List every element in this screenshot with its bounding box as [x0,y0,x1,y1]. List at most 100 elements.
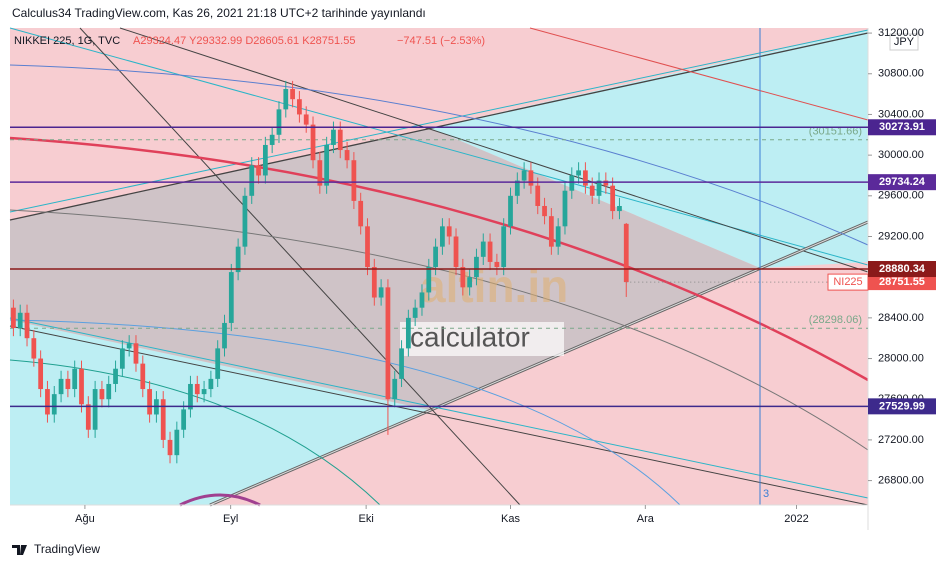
candle-body [494,261,500,268]
x-tick-label: 2022 [784,513,808,525]
candle-body [331,129,336,145]
candle-body [51,394,57,415]
candle-body [583,170,588,186]
candle-body [235,246,241,273]
candle-body [17,312,23,329]
y-tick-label: 28000.00 [878,352,924,364]
change: −747.51 (−2.53%) [397,35,485,47]
currency-box[interactable] [889,33,919,51]
currency[interactable]: JPY [894,36,915,48]
candle-body [501,226,507,268]
candle-body [297,99,302,115]
candle-body [31,338,37,359]
footer: TradingView [34,542,100,556]
y-tick-label: 29600.00 [878,190,924,202]
candle-body [269,134,275,145]
candle-body [337,129,343,151]
candle-body [256,165,261,176]
x-tick-label: Ara [637,513,655,525]
candle-body [371,267,377,298]
x-tick-label: Ağu [75,513,95,525]
dashed-level-label: (30151.66) [809,126,862,138]
candle-body [569,175,575,191]
price-value: 28751.55 [879,276,925,288]
candle-body [79,368,84,405]
candle-body [92,389,98,430]
candle-body [385,287,391,400]
x-tick-label: Eyl [223,513,238,525]
level-label: 30273.91 [879,121,925,133]
candle-body [317,160,323,186]
candle-body [188,383,193,410]
marker: 3 [763,488,769,500]
candle-body [72,368,78,390]
y-tick-label: 30800.00 [878,68,924,80]
candle-body [589,185,595,196]
candle-body [474,256,479,278]
candle-body [106,383,112,400]
candle-body [228,272,234,323]
level-box [868,119,936,136]
candle-body [344,150,350,161]
candle-body [222,322,227,349]
level-label: 29734.24 [879,176,926,188]
candle-body [126,343,132,349]
level-box [868,174,936,191]
ohlc: A29324.47 Y29332.99 D28605.61 K28751.55 [133,35,355,47]
candle-body [467,277,473,288]
candle-body [542,205,547,217]
candle-body [160,399,166,440]
candle-body [433,246,438,268]
candle-body [99,389,105,400]
candle-body [528,170,534,186]
candle-body [610,185,616,212]
y-tick-label: 29200.00 [878,230,924,242]
candle-body [174,429,180,456]
x-tick-label: Eki [358,513,373,525]
candle-body [617,205,622,212]
candle-body [303,114,309,125]
candle-body [378,287,384,298]
price-box [868,274,936,291]
candle-body [480,241,486,257]
price-name: NI225 [833,276,862,288]
candle-body [119,348,125,369]
candle-body [487,241,493,262]
candle-body [405,317,411,349]
candle-body [596,180,602,196]
publisher: Calculus34 TradingView.com, Kas 26, 2021… [12,6,426,20]
candle-body [535,185,541,206]
watermark-tool: calculator [410,321,530,352]
level-box [868,261,936,278]
x-tick-label: Kas [501,513,520,525]
level-label: 28880.34 [879,263,926,275]
candle-body [392,378,398,400]
candle-body [249,165,255,196]
candle-body [194,383,200,395]
candle-body [419,292,425,308]
candle-body [548,216,554,247]
candle-body [24,312,30,339]
cyan-zone [10,320,430,505]
drawings [9,27,869,507]
y-tick-label: 30400.00 [878,108,924,120]
candle-body [399,348,404,379]
candle-body [508,195,513,227]
candle-body [290,89,295,100]
candle-body [603,180,609,186]
candle-body [262,144,268,176]
candle-body [521,170,527,181]
y-tick-label: 26800.00 [878,474,924,486]
candle-body [412,307,418,318]
candle-body [365,226,370,268]
candle-body [453,236,459,268]
candle-body [140,363,146,390]
candle-body [65,378,71,390]
candle-body [324,144,330,186]
y-tick-label: 31200.00 [878,27,924,39]
candle-body [133,343,139,364]
symbol: NIKKEI 225, 1G, TVC [14,35,120,47]
candle-body [440,226,445,247]
level-label: 27529.99 [879,400,925,412]
